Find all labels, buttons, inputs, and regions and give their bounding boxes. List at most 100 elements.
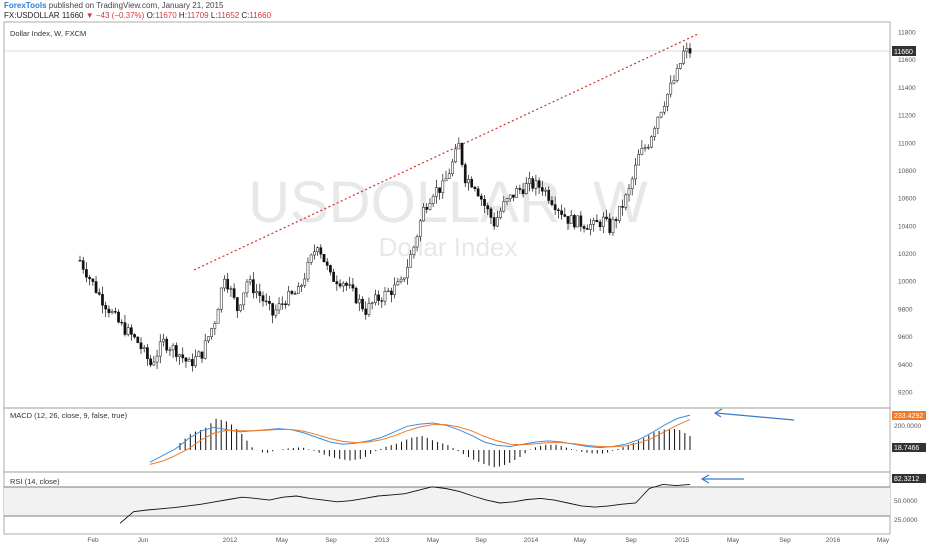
published-text: published on TradingView.com, January 21… [46,1,224,10]
candle-body [194,356,197,367]
candle-body [502,201,506,212]
candle-body [226,278,230,290]
candle-body [386,290,390,292]
time-tick-label: Sep [475,537,487,544]
candle-body [630,178,634,189]
candle-body [158,341,162,357]
candle-body [338,283,342,287]
macd-group [149,414,691,468]
candle-body [149,358,152,366]
candle-body [399,278,403,282]
time-tick-label: 2015 [675,537,690,544]
rsi-line [119,483,691,524]
candle-body [290,291,294,294]
candle-body [78,260,82,262]
price-tick-label: 11600 [898,57,916,64]
symbol-label[interactable]: FX:USDOLLAR [4,11,60,20]
resistance-trendline[interactable] [193,33,699,271]
candle-body [483,198,486,206]
candle-body [460,143,464,165]
price-tick-label: 11400 [898,85,916,92]
candle-body [489,208,493,218]
candle-body [650,136,653,148]
candle-body [219,287,223,310]
candle-body [669,82,673,95]
time-tick-label: May [877,537,890,544]
candle-body [380,300,384,302]
candle-body [104,305,108,310]
candle-body [685,48,689,52]
rsi-label-box: 82.3212 [892,474,926,483]
candle-body [287,291,291,306]
candle-body [393,284,396,295]
candle-body [688,48,692,54]
time-tick-label: Feb [87,537,99,544]
candle-body [101,294,104,306]
candle-body [592,219,596,225]
candle-body [611,219,615,233]
candle-body [261,295,265,302]
candle-body [81,260,85,270]
change-value: −43 (−0.37%) [95,11,145,20]
brand-link[interactable]: ForexTools [4,1,47,10]
time-axis[interactable]: Feb Jun 2012 May Sep 2013 May Sep 2014 May Sep 2015… [87,537,889,544]
candle-body [547,189,551,201]
time-tick-label: 2013 [375,537,390,544]
price-tick-label: 10800 [898,168,916,175]
candle-body [463,164,467,184]
candle-body [130,327,133,335]
candle-body [499,210,502,218]
candle-body [560,210,563,215]
candle-body [200,351,204,359]
rsi-50-label: 50.0000 [894,498,918,505]
price-tick-label: 9400 [898,362,913,369]
candle-body [88,277,91,280]
candle-body [569,215,573,224]
candle-body [598,221,602,228]
candle-body [242,292,246,306]
candle-body [505,198,509,202]
signal-line [149,419,691,465]
candle-body [255,291,258,294]
candle-body [293,293,297,295]
price-label-box: 11660 [892,46,916,56]
candle-body [444,178,448,182]
rsi-band [4,487,890,516]
candle-body [412,246,416,255]
time-tick-label: Sep [779,537,791,544]
price-tick-label: 10000 [898,279,916,286]
candle-body [682,50,685,64]
time-tick-label: May [276,537,289,544]
time-tick-label: Sep [325,537,337,544]
candle-body [476,188,480,197]
candle-body [245,281,249,294]
time-tick-label: 2014 [524,537,539,544]
price-tick-label: 11800 [898,30,916,37]
publisher-line: ForexTools published on TradingView.com,… [4,1,223,10]
price-axis[interactable]: 9200 9400 9600 9800 10000 10200 10400 10600 1080… [898,30,916,397]
watermark-name: Dollar Index [379,232,518,262]
candle-body [322,253,326,263]
candle-body [431,196,435,204]
watermark-symbol: USDOLLAR, W [248,170,648,235]
candle-body [325,261,329,266]
candle-body [579,215,583,227]
macd-pane[interactable] [3,407,891,473]
candle-body [174,345,178,357]
candle-body [531,178,535,189]
candle-body [268,300,271,304]
price-label-text: 11660 [894,49,913,56]
candle-body [672,80,676,84]
candle-body [425,206,429,210]
candle-body [319,247,323,255]
price-tick-label: 10600 [898,196,916,203]
candle-body [348,284,352,286]
ohlc-line: FX:USDOLLAR 11660 ▼ −43 (−0.37%) O:11670… [4,11,271,20]
last-price: 11660 [61,11,84,20]
candle-body [110,311,114,314]
candle-body [540,187,544,192]
macd-pane-title: MACD (12, 26, close, 9, false, true) [10,411,128,420]
candle-body [396,281,400,286]
candle-body [300,285,303,287]
